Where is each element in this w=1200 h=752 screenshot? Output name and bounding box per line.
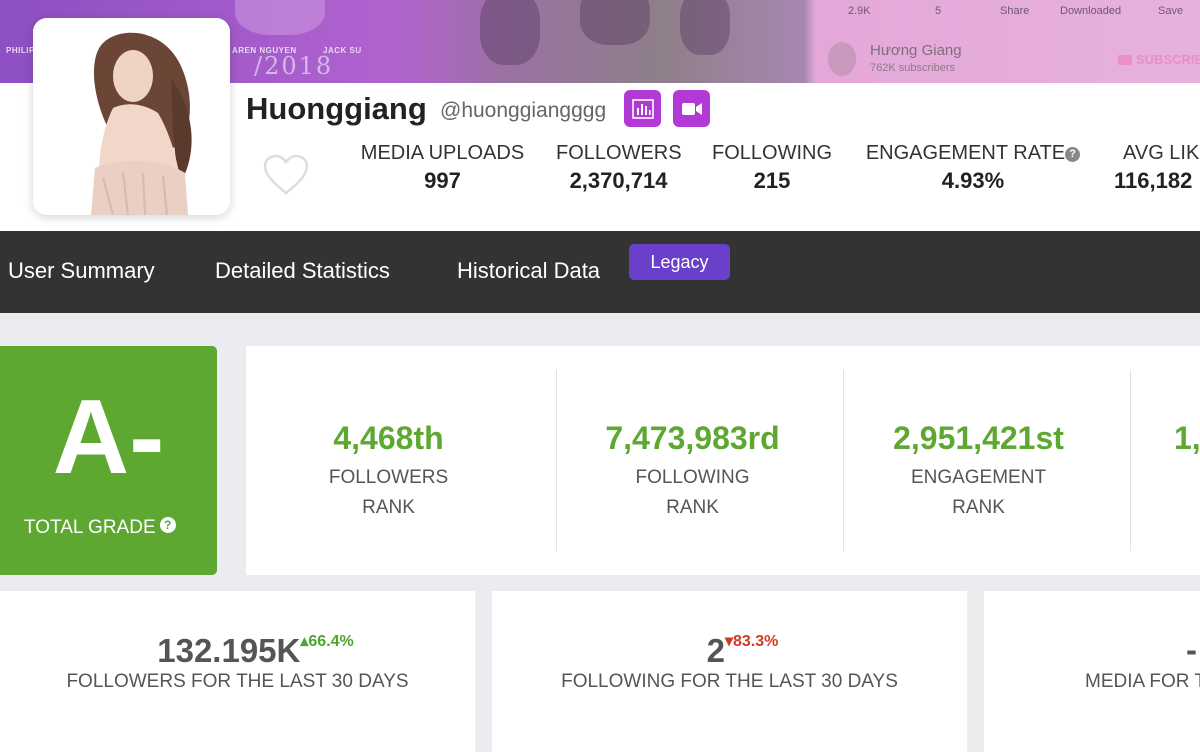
stat-label: MEDIA UPLOADS bbox=[360, 142, 525, 164]
yt-stat: 5 bbox=[935, 5, 942, 17]
stat-label: FOLLOWING bbox=[712, 142, 833, 164]
banner-year: /2018 bbox=[254, 52, 334, 80]
stat-value: 2,370,714 bbox=[569, 168, 668, 193]
stat-engagement-rate: ENGAGEMENT RATE? 4.93% bbox=[865, 142, 1081, 194]
stat-avg-likes: AVG LIKES 116,182 bbox=[1112, 142, 1200, 194]
media-30-days-card: - MEDIA FOR THE LAST 30 DAYS bbox=[984, 591, 1200, 752]
tab-detailed-statistics[interactable]: Detailed Statistics bbox=[215, 258, 390, 283]
stat-following: FOLLOWING 215 bbox=[712, 142, 832, 194]
divider bbox=[1130, 370, 1131, 551]
heart-icon[interactable] bbox=[262, 153, 310, 197]
rank-fourth: 1, bbox=[1174, 346, 1200, 575]
yt-channel-name: Hương Giang bbox=[870, 42, 962, 59]
rank-value: 2,951,421st bbox=[893, 420, 1064, 456]
rank-value: 4,468th bbox=[333, 420, 444, 456]
yt-stat: Save bbox=[1158, 5, 1184, 17]
bar-chart-icon bbox=[631, 98, 654, 119]
display-name: Huonggiang bbox=[246, 91, 427, 126]
video-camera-icon bbox=[681, 102, 702, 115]
rank-following: 7,473,983rd FOLLOWING RANK bbox=[550, 346, 835, 575]
tab-historical-data[interactable]: Historical Data bbox=[457, 258, 601, 283]
change-down: ▾83.3% bbox=[724, 633, 779, 650]
banner-credit: PHILIP bbox=[6, 46, 35, 55]
following-30-days-card: 2▾83.3% FOLLOWING FOR THE LAST 30 DAYS bbox=[492, 591, 967, 752]
banner-figure bbox=[480, 0, 540, 65]
stat-value: 997 bbox=[424, 168, 461, 193]
stat-value: 4.93% bbox=[941, 168, 1005, 193]
yt-stat: Downloaded bbox=[1060, 5, 1122, 17]
stat-followers: FOLLOWERS 2,370,714 bbox=[556, 142, 682, 194]
yt-stat: Share bbox=[1000, 5, 1030, 17]
rank-value: 7,473,983rd bbox=[605, 420, 780, 456]
grade-letter: A- bbox=[52, 378, 165, 496]
rank-label: FOLLOWERS RANK bbox=[328, 467, 449, 518]
video-button[interactable] bbox=[673, 90, 710, 127]
legacy-badge[interactable]: Legacy bbox=[629, 244, 730, 280]
yt-subscribe-label: SUBSCRIBE bbox=[1118, 52, 1200, 67]
banner-credit: JACK SU bbox=[323, 46, 362, 55]
stat-media-uploads: MEDIA UPLOADS 997 bbox=[360, 142, 525, 194]
total-grade-card: A- TOTAL GRADE? bbox=[0, 346, 217, 575]
divider bbox=[843, 370, 844, 551]
change-up: ▴66.4% bbox=[300, 633, 354, 650]
stat-value: 116,182 bbox=[1114, 168, 1193, 193]
card-value: - bbox=[1186, 631, 1197, 668]
card-label: MEDIA FOR THE LAST 30 DAYS bbox=[1085, 671, 1200, 692]
play-icon bbox=[1118, 55, 1132, 65]
stat-label: FOLLOWERS bbox=[556, 142, 682, 164]
rank-label: FOLLOWING RANK bbox=[635, 467, 750, 518]
stats-button[interactable] bbox=[624, 90, 661, 127]
rank-engagement: 2,951,421st ENGAGEMENT RANK bbox=[836, 346, 1121, 575]
yt-channel-avatar bbox=[828, 42, 856, 76]
card-label: FOLLOWING FOR THE LAST 30 DAYS bbox=[561, 671, 898, 692]
stat-value: 215 bbox=[753, 168, 791, 193]
nav-bar: User Summary Detailed Statistics Histori… bbox=[0, 231, 1200, 313]
stat-label: AVG LIKES bbox=[1123, 142, 1200, 164]
question-icon[interactable]: ? bbox=[1065, 147, 1081, 162]
card-value: 132.195K▴66.4% bbox=[157, 632, 354, 669]
yt-subscriber-count: 762K subscribers bbox=[870, 62, 955, 74]
avatar bbox=[33, 18, 230, 215]
banner-figure bbox=[580, 0, 650, 45]
username-handle: @huonggiangggg bbox=[440, 99, 607, 122]
question-icon[interactable]: ? bbox=[159, 517, 176, 533]
banner-figure bbox=[235, 0, 325, 35]
divider bbox=[556, 370, 557, 551]
card-label: FOLLOWERS FOR THE LAST 30 DAYS bbox=[66, 671, 409, 692]
yt-stat: 2.9K bbox=[848, 5, 871, 17]
rank-value: 1, bbox=[1174, 420, 1200, 456]
rank-panel: 4,468th FOLLOWERS RANK 7,473,983rd FOLLOW… bbox=[246, 346, 1200, 575]
rank-followers: 4,468th FOLLOWERS RANK bbox=[246, 346, 531, 575]
grade-label: TOTAL GRADE? bbox=[24, 517, 176, 539]
stat-label: ENGAGEMENT RATE? bbox=[865, 142, 1081, 165]
banner-figure bbox=[680, 0, 730, 55]
card-value: 2▾83.3% bbox=[706, 632, 779, 669]
tab-user-summary[interactable]: User Summary bbox=[8, 258, 155, 283]
banner-credit: AREN NGUYEN bbox=[232, 46, 297, 55]
followers-30-days-card: 132.195K▴66.4% FOLLOWERS FOR THE LAST 30… bbox=[0, 591, 475, 752]
rank-label: ENGAGEMENT RANK bbox=[910, 467, 1047, 518]
